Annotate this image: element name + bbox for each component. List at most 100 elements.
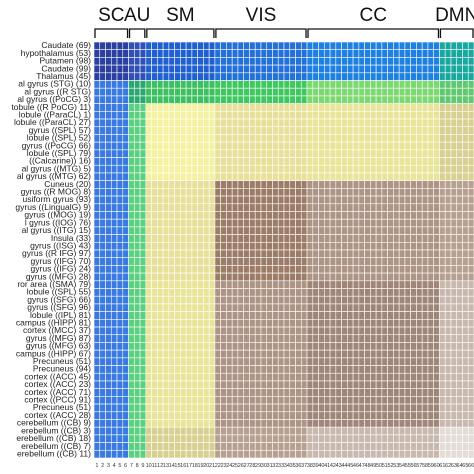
heatmap-cell <box>105 303 112 312</box>
heatmap-cell <box>364 349 371 359</box>
heatmap-cell <box>352 203 360 212</box>
heatmap-cell <box>352 288 360 297</box>
heatmap-cell <box>214 349 221 359</box>
heatmap-cell <box>393 188 400 197</box>
heatmap-cell <box>329 234 337 243</box>
heatmap-cell <box>277 41 285 50</box>
heatmap-cell <box>237 334 245 343</box>
heatmap-cell <box>456 403 463 413</box>
heatmap-cell <box>243 118 250 128</box>
heatmap-cell <box>467 80 474 89</box>
heatmap-cell <box>410 311 417 320</box>
heatmap-cell <box>398 303 406 312</box>
heatmap-cell <box>381 249 388 258</box>
heatmap-cell <box>99 372 106 382</box>
heatmap-cell <box>467 357 474 366</box>
heatmap-cell <box>347 380 354 389</box>
heatmap-cell <box>157 64 164 74</box>
heatmap-cell <box>295 172 302 181</box>
heatmap-cell <box>249 265 256 274</box>
heatmap-cell <box>277 49 285 58</box>
heatmap-cell <box>439 118 446 128</box>
heatmap-cell <box>151 334 158 343</box>
heatmap-cell <box>231 49 239 58</box>
heatmap-cell <box>203 234 210 243</box>
heatmap-cell <box>370 188 377 197</box>
heatmap-cell <box>375 426 383 436</box>
heatmap-cell <box>105 272 112 282</box>
heatmap-cell <box>174 211 181 220</box>
heatmap-cell <box>439 234 446 243</box>
column-label: 64 <box>457 463 463 469</box>
heatmap-cell <box>295 426 302 436</box>
heatmap-cell <box>260 280 268 289</box>
heatmap-cell <box>116 265 124 274</box>
heatmap-cell <box>220 380 227 389</box>
heatmap-cell <box>203 380 210 389</box>
heatmap-cell <box>197 118 204 128</box>
heatmap-cell <box>370 326 377 336</box>
heatmap-cell <box>467 295 474 305</box>
heatmap-cell <box>462 141 469 151</box>
heatmap-cell <box>335 334 342 343</box>
heatmap-cell <box>421 126 429 135</box>
heatmap-cell <box>116 411 124 420</box>
heatmap-cell <box>341 149 348 158</box>
heatmap-cell <box>237 141 245 151</box>
heatmap-cell <box>416 419 423 428</box>
heatmap-cell <box>329 103 337 112</box>
heatmap-cell <box>398 234 406 243</box>
heatmap-cell <box>122 419 129 428</box>
heatmap-cell <box>128 234 135 243</box>
column-label: 15 <box>174 463 180 469</box>
heatmap-cell <box>416 64 423 74</box>
heatmap-cell <box>254 211 262 220</box>
heatmap-cell <box>462 234 469 243</box>
heatmap-cell <box>203 249 210 258</box>
heatmap-cell <box>439 326 446 336</box>
heatmap-cell <box>300 218 308 228</box>
heatmap-cell <box>427 319 435 328</box>
heatmap-cell <box>427 87 435 97</box>
heatmap-cell <box>174 234 181 243</box>
heatmap-cell <box>335 234 342 243</box>
heatmap-cell <box>341 280 348 289</box>
heatmap-cell <box>203 211 210 220</box>
heatmap-cell <box>208 111 216 120</box>
heatmap-cell <box>364 218 371 228</box>
heatmap-cell <box>93 257 101 266</box>
heatmap-cell <box>208 342 216 351</box>
heatmap-cell <box>306 303 314 312</box>
heatmap-cell <box>398 57 406 66</box>
heatmap-cell <box>203 41 210 50</box>
heatmap-cell <box>444 419 452 428</box>
heatmap-cell <box>364 134 371 143</box>
heatmap-cell <box>214 357 221 366</box>
heatmap-cell <box>283 442 291 451</box>
heatmap-cell <box>444 326 452 336</box>
heatmap-cell <box>295 265 302 274</box>
heatmap-cell <box>277 64 285 74</box>
heatmap-cell <box>427 203 435 212</box>
heatmap-cell <box>370 449 377 459</box>
heatmap-cell <box>312 411 319 420</box>
heatmap-cell <box>231 72 239 81</box>
heatmap-cell <box>393 265 400 274</box>
network-bracket <box>94 28 129 38</box>
heatmap-cell <box>260 87 268 97</box>
heatmap-cell <box>375 288 383 297</box>
heatmap-cell <box>174 319 181 328</box>
heatmap-cell <box>162 111 170 120</box>
heatmap-cell <box>208 319 216 328</box>
heatmap-cell <box>260 226 268 235</box>
heatmap-cell <box>243 211 250 220</box>
heatmap-cell <box>197 388 204 397</box>
heatmap-cell <box>220 103 227 112</box>
heatmap-cell <box>444 372 452 382</box>
heatmap-cell <box>128 72 135 81</box>
heatmap-cell <box>180 188 187 197</box>
heatmap-cell <box>249 126 256 135</box>
heatmap-cell <box>162 211 170 220</box>
heatmap-cell <box>237 103 245 112</box>
heatmap-cell <box>427 249 435 258</box>
